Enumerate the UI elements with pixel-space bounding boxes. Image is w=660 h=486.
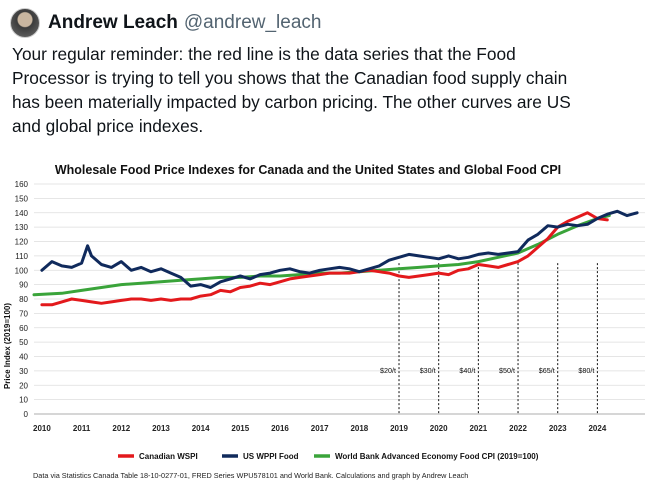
y-tick-label: 140 <box>15 209 29 218</box>
display-name[interactable]: Andrew Leach <box>48 12 178 34</box>
x-tick-label: 2016 <box>271 424 289 433</box>
source-note: Data via Statistics Canada Table 18-10-0… <box>33 471 468 480</box>
y-tick-label: 150 <box>15 194 29 203</box>
tweet-line: and global price indexes. <box>12 114 648 138</box>
carbon-price-label: $30/t <box>420 366 436 375</box>
x-tick-label: 2023 <box>549 424 567 433</box>
x-tick-label: 2019 <box>390 424 408 433</box>
tweet-header: Andrew Leach @andrew_leach <box>10 8 321 38</box>
y-tick-label: 90 <box>19 281 28 290</box>
x-tick-label: 2020 <box>430 424 448 433</box>
tweet-line: Processor is trying to tell you shows th… <box>12 66 648 90</box>
y-tick-label: 100 <box>15 266 29 275</box>
tweet-line: Your regular reminder: the red line is t… <box>12 42 648 66</box>
x-tick-label: 2018 <box>350 424 368 433</box>
y-tick-label: 80 <box>19 295 28 304</box>
x-axis-ticks: 2010 2011 2012 2013 2014 2015 2016 2017 2018 2019… <box>33 424 607 433</box>
y-tick-label: 0 <box>24 410 29 419</box>
series-line <box>42 213 607 305</box>
y-tick-label: 10 <box>19 396 28 405</box>
carbon-price-annotations: $20/t $30/t $40/t $50/t $65/t $80/t <box>380 263 597 414</box>
carbon-price-label: $50/t <box>499 366 515 375</box>
carbon-price-label: $20/t <box>380 366 396 375</box>
y-axis-ticks: 0 10 20 30 40 50 60 70 80 90 100 110 120 130 140 150 160 <box>15 180 29 419</box>
y-tick-label: 50 <box>19 338 28 347</box>
series-lines <box>34 211 637 304</box>
avatar[interactable] <box>10 8 40 38</box>
user-handle[interactable]: @andrew_leach <box>184 12 322 34</box>
x-tick-label: 2012 <box>112 424 130 433</box>
y-tick-label: 70 <box>19 309 28 318</box>
x-tick-label: 2021 <box>469 424 487 433</box>
y-tick-label: 30 <box>19 367 28 376</box>
x-tick-label: 2022 <box>509 424 527 433</box>
x-tick-label: 2011 <box>73 424 91 433</box>
series-line <box>42 211 637 287</box>
carbon-price-label: $80/t <box>578 366 594 375</box>
chart-title: Wholesale Food Price Indexes for Canada … <box>55 163 561 177</box>
y-tick-label: 130 <box>15 223 29 232</box>
y-tick-label: 60 <box>19 324 28 333</box>
x-tick-label: 2017 <box>311 424 329 433</box>
tweet-text: Your regular reminder: the red line is t… <box>12 42 648 138</box>
legend-label: World Bank Advanced Economy Food CPI (20… <box>335 452 539 461</box>
carbon-price-label: $40/t <box>459 366 475 375</box>
x-tick-label: 2015 <box>231 424 249 433</box>
carbon-price-label: $65/t <box>539 366 555 375</box>
x-tick-label: 2014 <box>192 424 210 433</box>
tweet-line: has been materially impacted by carbon p… <box>12 90 648 114</box>
y-tick-label: 40 <box>19 353 28 362</box>
x-tick-label: 2010 <box>33 424 51 433</box>
legend-label: US WPPI Food <box>243 452 299 461</box>
y-tick-label: 20 <box>19 381 28 390</box>
legend: Canadian WSPI US WPPI Food World Bank Adva… <box>118 452 539 461</box>
chart-image[interactable]: Wholesale Food Price Indexes for Canada … <box>0 152 660 486</box>
y-tick-label: 160 <box>15 180 29 189</box>
y-tick-label: 110 <box>15 252 28 261</box>
y-axis-label: Price Index (2019=100) <box>3 303 12 389</box>
y-tick-label: 120 <box>15 238 29 247</box>
x-tick-label: 2024 <box>588 424 606 433</box>
x-tick-label: 2013 <box>152 424 170 433</box>
legend-label: Canadian WSPI <box>139 452 198 461</box>
line-chart: Wholesale Food Price Indexes for Canada … <box>0 152 660 486</box>
